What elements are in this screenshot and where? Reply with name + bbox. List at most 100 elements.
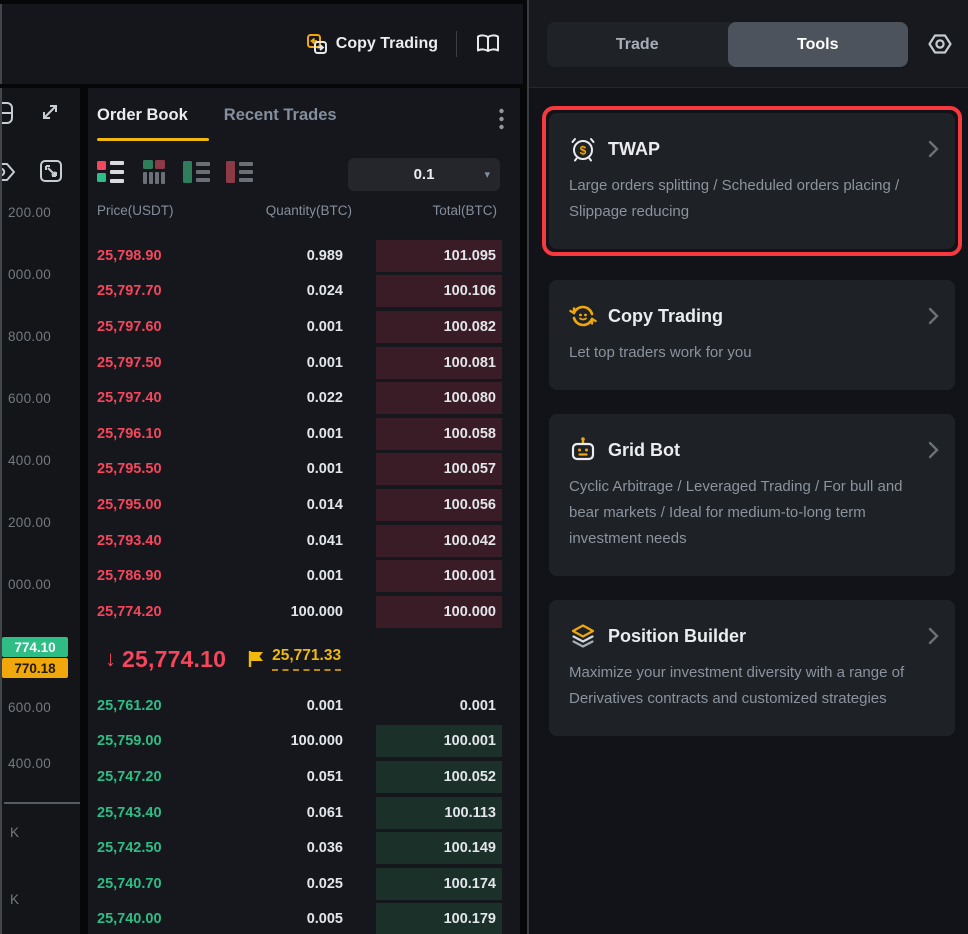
ask-row[interactable]: 25,774.20 100.000 100.000 bbox=[88, 594, 520, 630]
bid-price: 25,742.50 bbox=[97, 840, 162, 857]
ask-total: 100.000 bbox=[376, 595, 502, 628]
twap-card[interactable]: $ TWAP Large orders splitting / Schedule… bbox=[549, 113, 955, 249]
tab-order-book[interactable]: Order Book bbox=[97, 106, 188, 124]
ask-row[interactable]: 25,796.10 0.001 100.058 bbox=[88, 416, 520, 452]
chevron-right-icon bbox=[927, 306, 939, 331]
preferences-gear-icon[interactable] bbox=[926, 30, 954, 63]
ask-quantity: 0.041 bbox=[306, 532, 343, 549]
ask-price: 25,796.10 bbox=[97, 425, 162, 442]
axis-tick: 000.00 bbox=[8, 267, 52, 282]
ask-quantity: 0.001 bbox=[306, 318, 343, 335]
bid-row[interactable]: 25,747.20 0.051 100.052 bbox=[88, 759, 520, 795]
ask-quantity: 0.014 bbox=[306, 496, 343, 513]
ask-row[interactable]: 25,793.40 0.041 100.042 bbox=[88, 523, 520, 559]
chevron-down-icon: ▾ bbox=[484, 169, 490, 181]
bid-row[interactable]: 25,761.20 0.001 0.001 bbox=[88, 688, 520, 724]
active-tab-underline bbox=[97, 138, 209, 141]
precision-value: 0.1 bbox=[413, 166, 435, 183]
axis-tick: 400.00 bbox=[8, 756, 52, 771]
ask-total: 100.080 bbox=[376, 382, 502, 415]
chart-axis-panel: 200.00 000.00 800.00 600.00 400.00 200.0… bbox=[0, 88, 80, 934]
bid-quantity: 0.001 bbox=[306, 697, 343, 714]
chevron-right-icon bbox=[927, 440, 939, 465]
ask-row[interactable]: 25,797.60 0.001 100.082 bbox=[88, 309, 520, 345]
bid-row[interactable]: 25,742.50 0.036 100.149 bbox=[88, 830, 520, 866]
precision-dropdown[interactable]: 0.1 ▾ bbox=[348, 158, 500, 191]
ask-price: 25,797.60 bbox=[97, 318, 162, 335]
header-divider bbox=[456, 31, 457, 57]
ask-quantity: 100.000 bbox=[290, 603, 343, 620]
expand-icon[interactable] bbox=[38, 100, 62, 129]
bid-total: 100.179 bbox=[376, 903, 502, 934]
bid-quantity: 0.061 bbox=[306, 804, 343, 821]
ask-row[interactable]: 25,795.00 0.014 100.056 bbox=[88, 487, 520, 523]
guide-book-button[interactable] bbox=[475, 32, 501, 56]
axis-tick: 800.00 bbox=[8, 329, 52, 344]
orderbook-mode-default-icon[interactable] bbox=[97, 160, 124, 189]
bid-total: 0.001 bbox=[459, 697, 496, 714]
col-quantity: Quantity(BTC) bbox=[265, 203, 352, 218]
price-tag-icon[interactable] bbox=[2, 158, 18, 191]
bid-quantity: 0.036 bbox=[306, 840, 343, 857]
copy-trading-card[interactable]: Copy Trading Let top traders work for yo… bbox=[549, 280, 955, 390]
bids-list: 25,761.20 0.001 0.001 25,759.00 100.000 100.… bbox=[88, 688, 520, 934]
bid-price: 25,740.70 bbox=[97, 875, 162, 892]
axis-tick: 400.00 bbox=[8, 453, 52, 468]
orderbook-panel: Order Book Recent Trades bbox=[88, 88, 520, 934]
ask-row[interactable]: 25,786.90 0.001 100.001 bbox=[88, 558, 520, 594]
bid-quantity: 0.051 bbox=[306, 768, 343, 785]
bid-price: 25,743.40 bbox=[97, 804, 162, 821]
ask-price: 25,795.00 bbox=[97, 496, 162, 513]
more-options-icon[interactable] bbox=[499, 108, 504, 135]
position-builder-title: Position Builder bbox=[608, 625, 747, 646]
last-price-axis-badge: 774.10 bbox=[2, 637, 68, 657]
axis-tick: 000.00 bbox=[8, 577, 52, 592]
mark-price-axis-badge: 770.18 bbox=[2, 658, 68, 678]
bid-row[interactable]: 25,743.40 0.061 100.113 bbox=[88, 795, 520, 831]
ask-row[interactable]: 25,795.50 0.001 100.057 bbox=[88, 452, 520, 488]
bid-total: 100.052 bbox=[376, 760, 502, 793]
ask-total: 100.057 bbox=[376, 453, 502, 486]
chevron-right-icon bbox=[927, 139, 939, 164]
open-book-icon bbox=[475, 32, 501, 56]
ask-quantity: 0.022 bbox=[306, 390, 343, 407]
tab-trade[interactable]: Trade bbox=[547, 22, 728, 67]
price-down-arrow-icon: ↓ bbox=[105, 646, 116, 671]
ask-total: 100.081 bbox=[376, 346, 502, 379]
snapshot-icon[interactable] bbox=[38, 158, 64, 189]
bid-total: 100.113 bbox=[376, 796, 502, 829]
orderbook-mode-horizontal-icon[interactable] bbox=[140, 159, 167, 189]
col-total: Total(BTC) bbox=[432, 203, 497, 218]
layers-icon bbox=[569, 622, 597, 650]
mark-price[interactable]: 25,771.33 bbox=[272, 647, 342, 671]
ask-row[interactable]: 25,798.90 0.989 101.095 bbox=[88, 238, 520, 274]
layout-panel-icon[interactable] bbox=[2, 100, 14, 131]
bid-row[interactable]: 25,759.00 100.000 100.001 bbox=[88, 724, 520, 760]
ask-total: 100.082 bbox=[376, 310, 502, 343]
bid-price: 25,747.20 bbox=[97, 768, 162, 785]
ask-row[interactable]: 25,797.70 0.024 100.106 bbox=[88, 274, 520, 310]
grid-bot-card[interactable]: Grid Bot Cyclic Arbitrage / Leveraged Tr… bbox=[549, 414, 955, 576]
ask-quantity: 0.001 bbox=[306, 461, 343, 478]
chart-section-divider[interactable] bbox=[4, 802, 80, 804]
ask-row[interactable]: 25,797.40 0.022 100.080 bbox=[88, 380, 520, 416]
position-builder-card[interactable]: Position Builder Maximize your investmen… bbox=[549, 600, 955, 736]
bid-total: 100.149 bbox=[376, 832, 502, 865]
twap-description: Large orders splitting / Scheduled order… bbox=[569, 177, 900, 220]
orderbook-mode-asks-only-icon[interactable] bbox=[226, 160, 253, 189]
orderbook-mode-bids-only-icon[interactable] bbox=[183, 160, 210, 189]
position-builder-description: Maximize your investment diversity with … bbox=[569, 664, 905, 707]
trade-tools-tabband: Trade Tools bbox=[529, 0, 968, 88]
bid-row[interactable]: 25,740.00 0.005 100.179 bbox=[88, 902, 520, 934]
bid-price: 25,761.20 bbox=[97, 697, 162, 714]
ask-price: 25,774.20 bbox=[97, 603, 162, 620]
tab-tools[interactable]: Tools bbox=[727, 22, 908, 67]
twap-highlight-box: $ TWAP Large orders splitting / Schedule… bbox=[542, 106, 962, 256]
ask-row[interactable]: 25,797.50 0.001 100.081 bbox=[88, 345, 520, 381]
copy-trading-header-button[interactable]: Copy Trading bbox=[306, 33, 438, 55]
ask-quantity: 0.001 bbox=[306, 425, 343, 442]
tab-recent-trades[interactable]: Recent Trades bbox=[223, 106, 337, 124]
grid-bot-title: Grid Bot bbox=[608, 439, 680, 460]
bid-row[interactable]: 25,740.70 0.025 100.174 bbox=[88, 866, 520, 902]
ask-price: 25,797.50 bbox=[97, 354, 162, 371]
